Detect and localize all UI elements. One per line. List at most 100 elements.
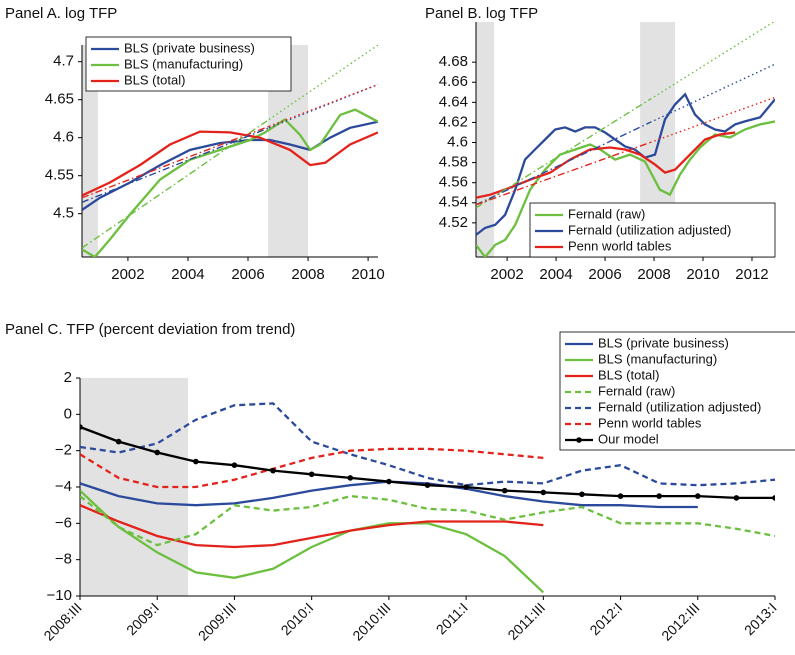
x-tick-label: 2008 [637, 266, 670, 283]
point [308, 471, 315, 478]
panel: Panel A. log TFP 4.5 4.55 4.6 4.65 4.7 2002 200… [5, 5, 385, 283]
x-tick-label: 2012 [735, 266, 768, 283]
y-tick-label: 0 [64, 405, 72, 422]
x-tick-label: 2009:I [123, 599, 162, 638]
legend-box [559, 331, 795, 451]
point [501, 487, 508, 494]
y-tick-label: 4.6 [53, 129, 74, 146]
recession-shade [476, 22, 495, 257]
y-tick-label: 4.7 [53, 53, 74, 70]
y-tick-label: −4 [55, 478, 72, 495]
legend: BLS (private business)BLS (manufacturing… [559, 331, 795, 451]
legend: Fernald (raw)Fernald (utilization adjust… [529, 202, 776, 258]
trend-line [649, 22, 775, 100]
trend-line [268, 83, 378, 129]
point [154, 449, 161, 456]
y-tick-label: −10 [47, 587, 72, 604]
series-line [80, 494, 775, 547]
legend-label: BLS (private business) [124, 40, 255, 55]
x-tick-label: 2009:III [195, 599, 239, 643]
point [772, 495, 775, 501]
y-tick-label: 4.66 [439, 73, 468, 90]
point [694, 493, 701, 499]
legend-box [85, 36, 292, 92]
legend-label: Penn world tables [598, 415, 702, 430]
point [424, 482, 431, 488]
legend-label: Fernald (utilization adjusted) [598, 399, 761, 414]
y-tick-label: 4.52 [439, 214, 468, 231]
chart-title: Panel B. log TFP [425, 5, 538, 22]
point [656, 493, 662, 499]
point [540, 489, 547, 496]
legend-label: BLS (total) [124, 72, 185, 87]
panel: Panel B. log TFP 4.52 4.54 4.56 4.58 4.6 4.62 4… [425, 5, 776, 283]
x-tick-label: 2012:III [658, 599, 702, 643]
y-tick-label: 4.68 [439, 53, 468, 70]
x-tick-label: 2010:III [349, 599, 393, 643]
x-tick-label: 2013:I [741, 599, 780, 638]
x-tick-label: 2002 [490, 266, 523, 283]
chart-title: Panel A. log TFP [5, 5, 117, 22]
series-line [476, 131, 736, 199]
x-tick-label: 2012:I [586, 599, 625, 638]
trend-line [82, 118, 270, 249]
trend-line [268, 83, 378, 127]
legend-label: BLS (total) [598, 367, 659, 382]
series-line [476, 92, 775, 236]
point [115, 438, 122, 445]
series-line [80, 504, 544, 549]
point [347, 475, 354, 481]
point [270, 467, 276, 474]
x-tick-label: 2011:I [433, 599, 471, 637]
x-tick-label: 2010 [686, 266, 719, 283]
y-tick-label: 4.58 [439, 154, 468, 171]
x-tick-label: 2006 [588, 266, 621, 283]
x-tick-label: 2004 [539, 266, 572, 283]
point [579, 491, 585, 498]
series-line [80, 489, 545, 594]
x-tick-label: 2011:III [504, 599, 548, 643]
y-tick-label: 4.6 [447, 133, 468, 150]
y-tick-label: 4.65 [45, 91, 74, 108]
legend-label: Our model [598, 431, 659, 446]
trend-line [476, 98, 651, 209]
series-line [80, 402, 775, 487]
series-line [80, 447, 544, 489]
trend-line [649, 63, 775, 124]
point [80, 424, 83, 430]
recession-shade [80, 378, 188, 596]
y-tick-label: 4.62 [439, 113, 468, 130]
point [617, 493, 624, 499]
legend-label: BLS (private business) [598, 335, 729, 350]
chart-title: Panel C. TFP (percent deviation from tre… [5, 321, 295, 338]
legend-label: Fernald (raw) [598, 383, 675, 398]
legend-label: Fernald (utilization adjusted) [568, 222, 731, 237]
series-line [82, 120, 378, 211]
x-tick-label: 2010 [351, 266, 384, 283]
y-tick-label: 2 [64, 369, 72, 386]
trend-line [476, 141, 651, 206]
legend-label: Fernald (raw) [568, 206, 645, 221]
x-tick-label: 2006 [231, 266, 264, 283]
legend-marker [576, 437, 582, 443]
plot-area [80, 402, 775, 594]
plot-area [476, 22, 775, 257]
point [386, 478, 392, 485]
point [463, 484, 469, 490]
trend-line [82, 127, 270, 203]
x-tick-label: 2008:III [40, 599, 84, 643]
y-tick-label: −8 [55, 551, 72, 568]
legend-label: BLS (manufacturing) [598, 351, 717, 366]
trend-line [82, 125, 270, 199]
y-tick-label: 4.54 [439, 194, 468, 211]
point [231, 462, 238, 469]
recession-shade [82, 45, 98, 257]
legend-box [529, 202, 776, 258]
legend-label: BLS (manufacturing) [124, 56, 243, 71]
y-tick-label: 4.55 [45, 167, 74, 184]
x-tick-label: 2010:I [278, 599, 317, 638]
x-tick-label: 2008 [291, 266, 324, 283]
y-tick-label: 4.64 [439, 93, 468, 110]
y-tick-label: 4.56 [439, 174, 468, 191]
